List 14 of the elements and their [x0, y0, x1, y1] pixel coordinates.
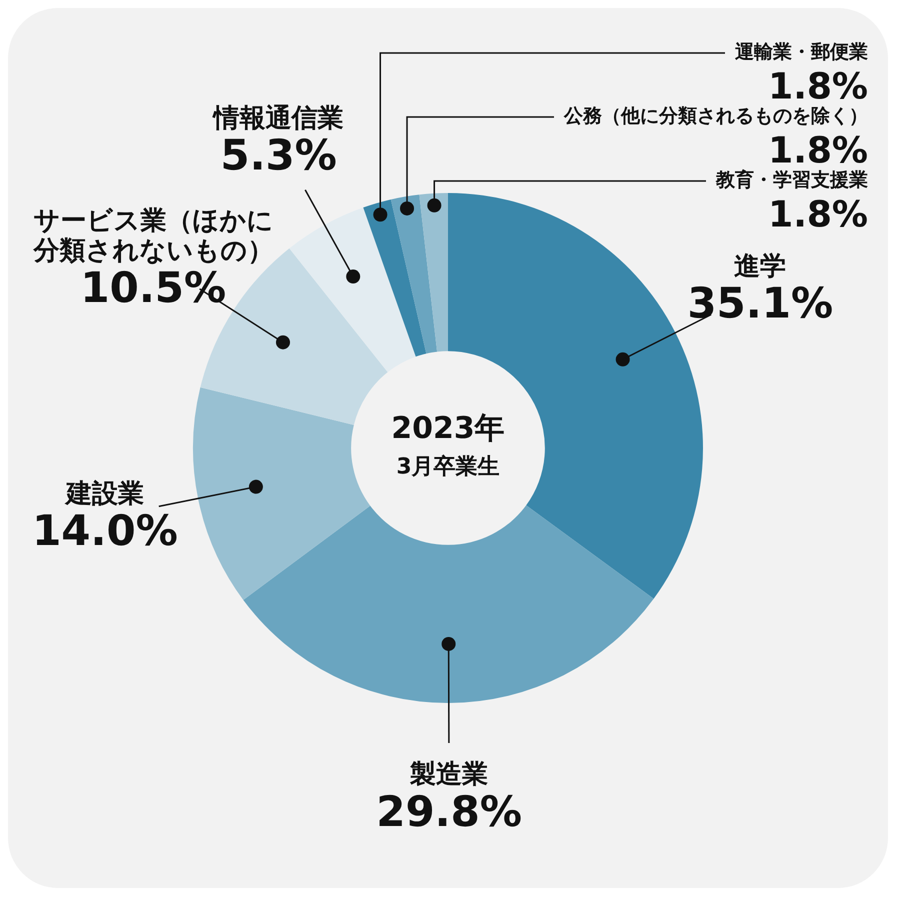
data-label: 1.8% — [768, 130, 868, 172]
slice-label: サービス業（ほかに分類されないもの） — [32, 206, 274, 266]
data-label: 1.8% — [768, 66, 868, 108]
slice-label: 教育・学習支援業 — [715, 168, 868, 191]
data-label: 1.8% — [768, 194, 868, 236]
data-label: 5.3% — [220, 130, 337, 180]
text: 3月卒業生 — [396, 454, 500, 480]
slice-label: 情報通信業 — [212, 103, 344, 134]
data-label: 35.1% — [687, 278, 834, 328]
slice-label: 公務（他に分類されるものを除く） — [563, 104, 868, 127]
slice-label: 運輸業・郵便業 — [734, 40, 868, 63]
text: 2023年 — [391, 410, 505, 446]
slice-label: 進学 — [734, 251, 786, 282]
data-label: 10.5% — [80, 263, 226, 312]
